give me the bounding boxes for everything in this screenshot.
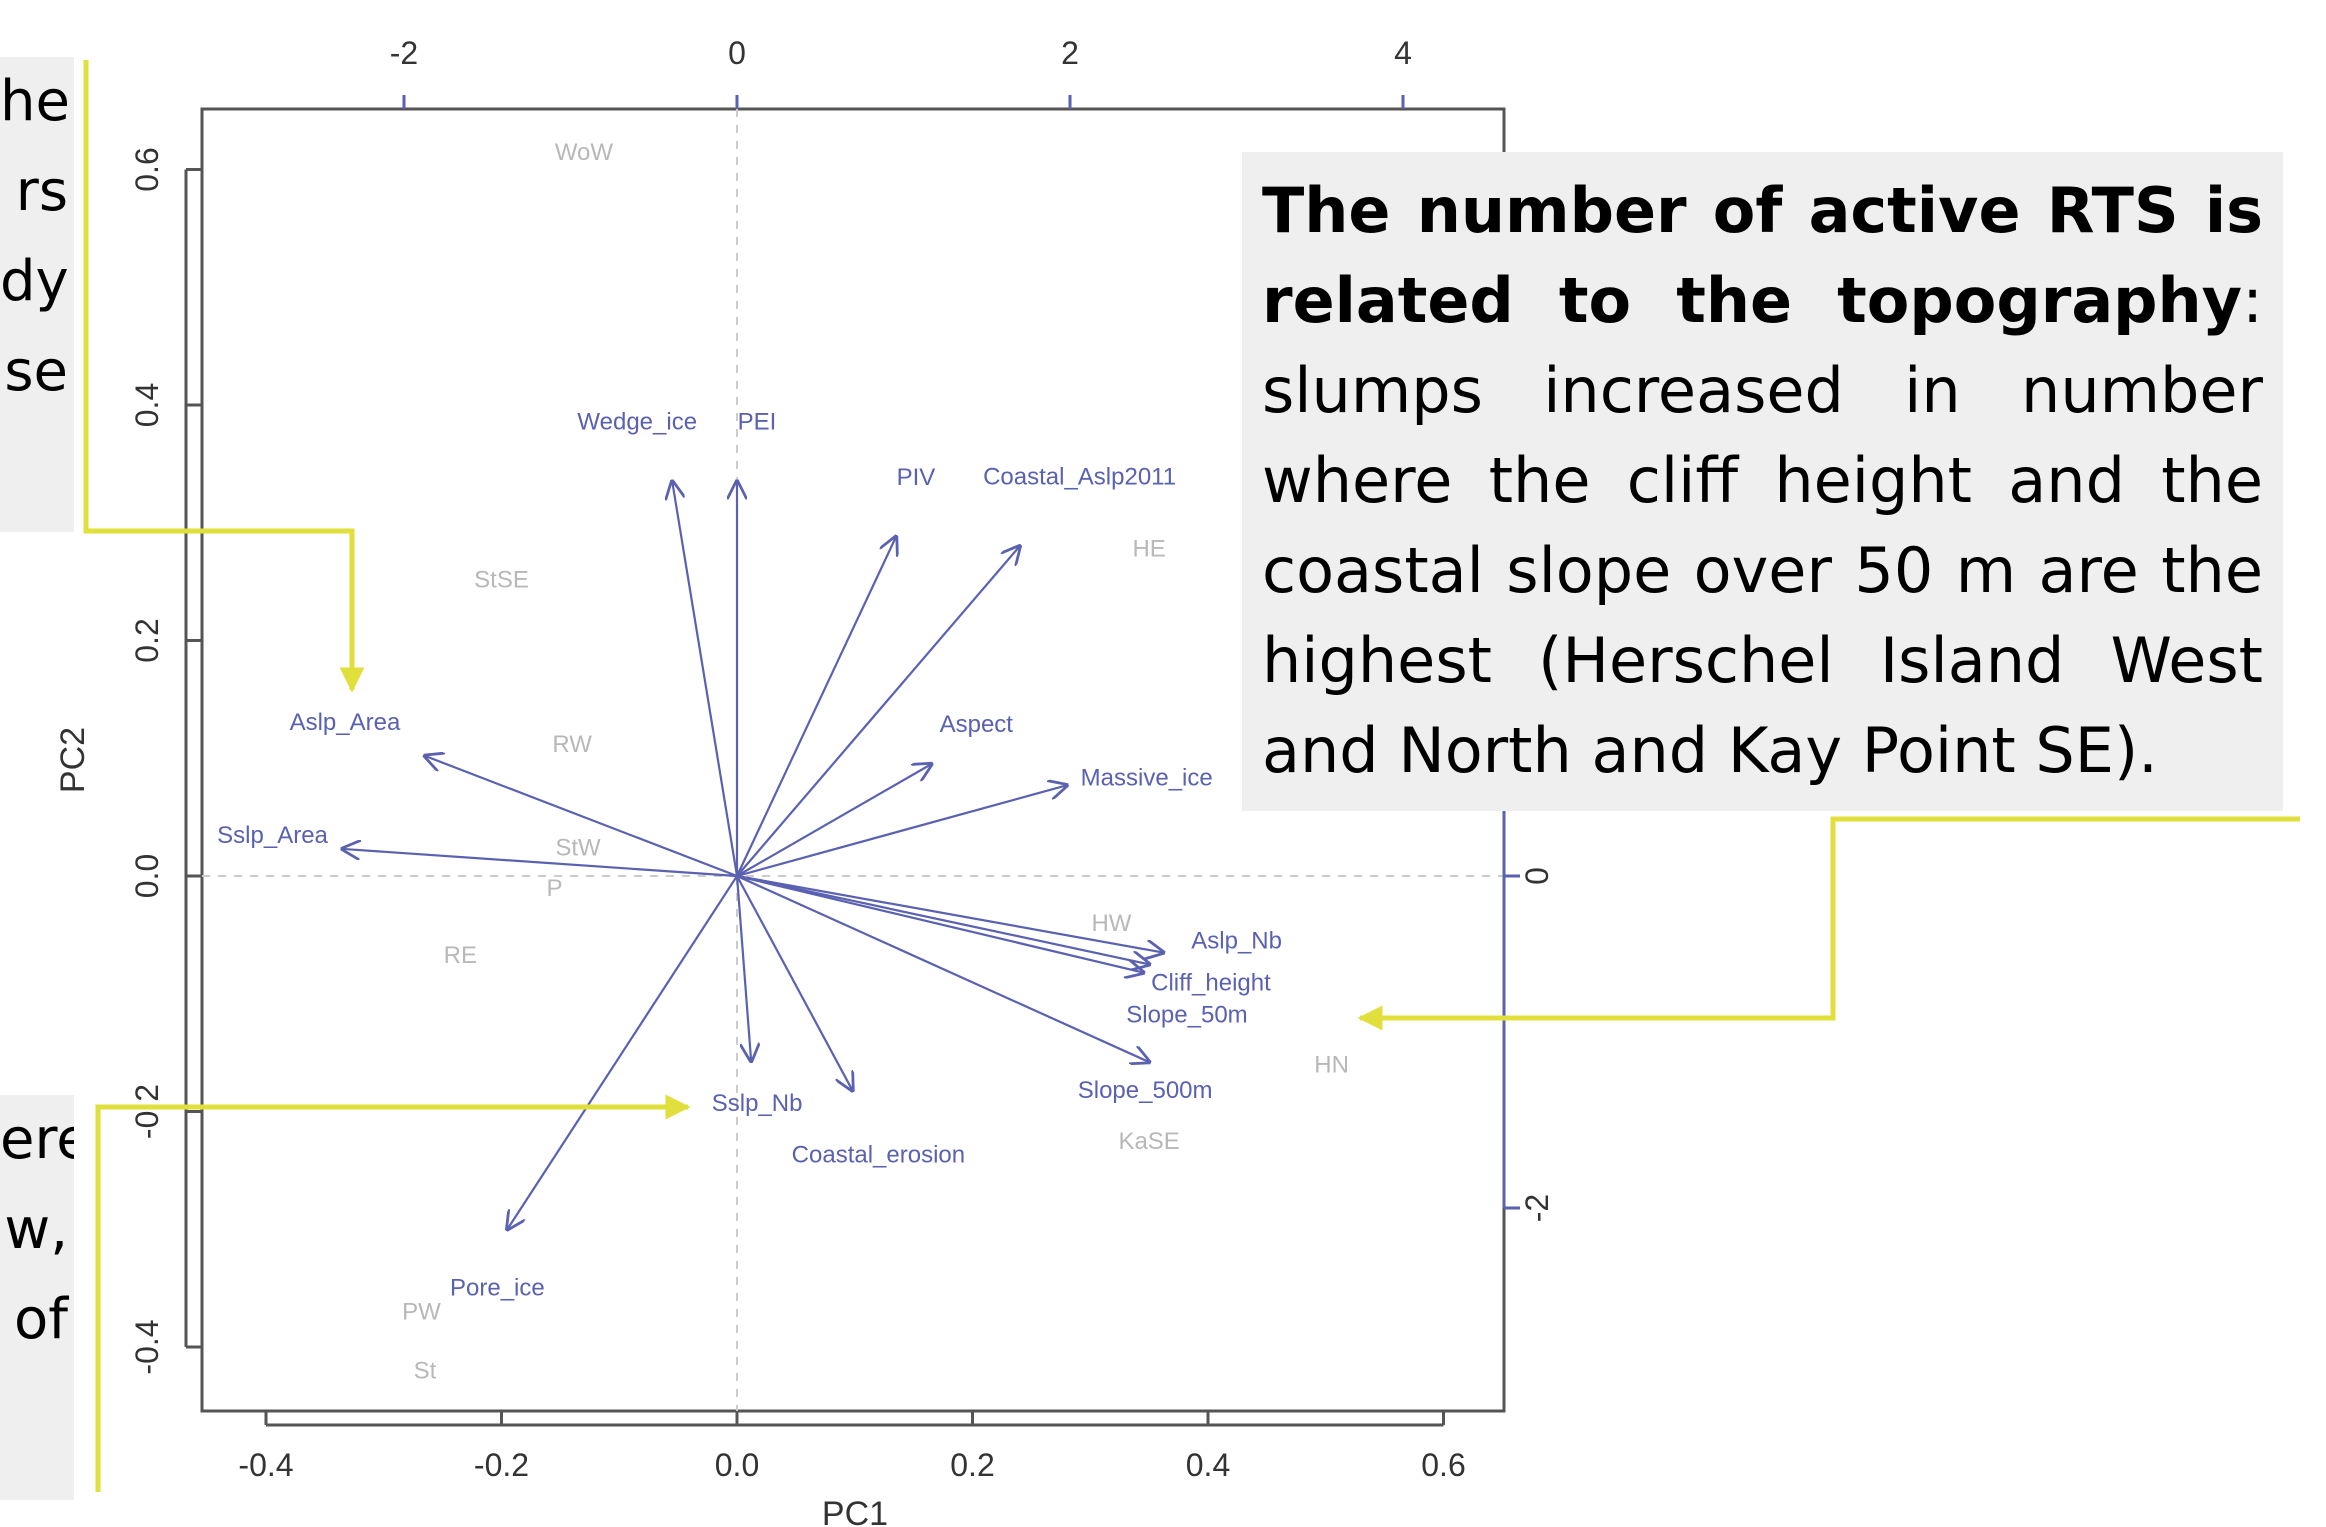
top-tick-label: 0 xyxy=(728,35,746,71)
y-tick-label: 0.2 xyxy=(129,618,165,662)
y-tick-label: 0.6 xyxy=(129,147,165,191)
loading-vector xyxy=(736,537,896,877)
callout-fragment: he xyxy=(0,69,70,134)
callout-bold-text: The number of active RTS is related to t… xyxy=(1262,174,2263,337)
vector-label: Aslp_Area xyxy=(290,709,401,736)
right-tick-label: -2 xyxy=(1519,1194,1555,1222)
vector-label: Aslp_Nb xyxy=(1191,928,1282,955)
site-label: StSE xyxy=(474,566,529,593)
site-label: St xyxy=(414,1358,437,1385)
site-label: RW xyxy=(552,731,592,758)
top-tick-label: 4 xyxy=(1394,35,1412,71)
x-axis: -0.4 -0.2 0.0 0.2 0.4 0.6 xyxy=(238,1411,1466,1483)
callout-fragment: ere xyxy=(0,1107,74,1172)
site-label: StW xyxy=(555,835,601,862)
site-label: PW xyxy=(402,1299,441,1326)
site-label: HN xyxy=(1314,1051,1349,1078)
vector-label: Slope_50m xyxy=(1126,1002,1247,1029)
y-axis-label: PC2 xyxy=(54,727,92,793)
vector-label: Massive_ice xyxy=(1081,764,1213,791)
callout-topography: The number of active RTS is related to t… xyxy=(1242,152,2283,811)
y-axis: -0.4 -0.2 0.0 0.2 0.4 0.6 xyxy=(129,147,202,1375)
top-tick-label: 2 xyxy=(1061,35,1079,71)
y-tick-label: 0.4 xyxy=(129,383,165,427)
loading-vector xyxy=(736,874,1163,953)
loading-vector xyxy=(736,546,1020,877)
site-label: HE xyxy=(1132,536,1165,563)
right-axis: -2 0 xyxy=(1502,810,1555,1222)
vector-label: Coastal_erosion xyxy=(792,1141,965,1168)
arrow-to-topography-vectors xyxy=(1357,816,2300,1031)
loading-vector xyxy=(736,874,1149,1062)
loading-vector xyxy=(425,756,738,878)
callout-left-bottom: ere w, of xyxy=(0,1095,74,1500)
y-tick-label: 0.0 xyxy=(129,854,165,898)
loading-vector xyxy=(736,874,1143,973)
loading-vector xyxy=(736,764,931,877)
vector-label: Wedge_ice xyxy=(577,409,697,436)
callout-fragment: rs xyxy=(15,159,68,224)
x-tick-label: 0.6 xyxy=(1421,1447,1465,1483)
arrow-to-sslp-nb xyxy=(95,1094,691,1492)
site-label: WoW xyxy=(555,139,614,166)
callout-body-text: : slumps increased in number where the c… xyxy=(1262,264,2263,787)
x-tick-label: -0.4 xyxy=(238,1447,293,1483)
callout-fragment: se xyxy=(4,339,68,404)
right-tick-label: 0 xyxy=(1519,867,1555,885)
vector-label: Cliff_height xyxy=(1151,969,1271,996)
y-tick-label: -0.4 xyxy=(129,1319,165,1374)
site-label: KaSE xyxy=(1118,1128,1179,1155)
loading-vector xyxy=(735,875,751,1061)
vector-label: Coastal_Aslp2011 xyxy=(983,463,1176,490)
loading-vector xyxy=(736,874,1149,964)
loading-vector xyxy=(507,875,738,1229)
site-labels: WoW StSE RW StW P RE HE HW HN KaSE PW St xyxy=(402,139,1349,1385)
x-tick-label: 0.2 xyxy=(950,1447,994,1483)
vector-label: Pore_ice xyxy=(450,1274,545,1301)
vector-label: Sslp_Area xyxy=(217,822,328,849)
vector-label: PEI xyxy=(738,409,777,436)
arrow-to-aslp-area xyxy=(83,60,365,693)
x-axis-label: PC1 xyxy=(822,1495,888,1527)
loading-vectors: Wedge_ice PEI PIV Coastal_Aslp2011 Aslp_Area… xyxy=(217,409,1282,1302)
loading-vector xyxy=(736,875,852,1090)
loading-vector xyxy=(343,849,738,878)
vector-label: Sslp_Nb xyxy=(712,1090,803,1117)
callout-fragment: of xyxy=(14,1287,68,1352)
site-label: P xyxy=(546,875,562,902)
loading-vector xyxy=(736,785,1067,878)
callout-fragment: dy xyxy=(0,249,69,314)
callout-left-top: he rs dy se xyxy=(0,57,74,532)
site-label: RE xyxy=(444,942,477,969)
x-tick-label: 0.0 xyxy=(715,1447,759,1483)
vector-label: Aspect xyxy=(940,711,1014,738)
vector-label: Slope_500m xyxy=(1078,1077,1213,1104)
callout-fragment: w, xyxy=(4,1197,68,1262)
x-tick-label: 0.4 xyxy=(1186,1447,1230,1483)
loading-vector xyxy=(672,482,739,877)
y-tick-label: -0.2 xyxy=(129,1084,165,1139)
vector-label: PIV xyxy=(897,464,936,491)
site-label: HW xyxy=(1091,910,1131,937)
highlight-arrows xyxy=(83,60,2300,1492)
top-tick-label: -2 xyxy=(390,35,418,71)
x-tick-label: -0.2 xyxy=(474,1447,529,1483)
top-axis: -2 0 2 4 xyxy=(390,35,1412,109)
